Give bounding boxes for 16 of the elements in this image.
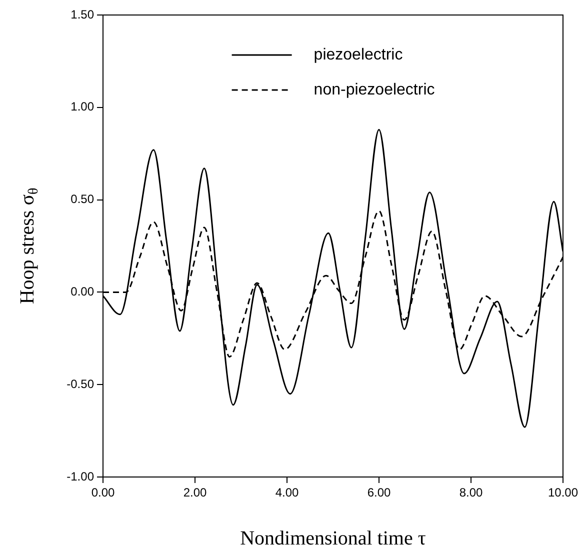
x-tick-label: 2.00: [183, 486, 207, 500]
y-tick-label: -0.50: [66, 376, 94, 391]
x-tick-label: 0.00: [91, 486, 115, 500]
x-tick-label: 10.00: [548, 486, 578, 500]
x-axis-title: Nondimensional time τ: [240, 527, 426, 550]
y-tick-label: 1.50: [70, 7, 94, 22]
legend-label: non-piezoelectric: [314, 81, 435, 98]
y-tick-label: 0.50: [70, 192, 94, 206]
y-tick-label: -1.00: [66, 469, 94, 484]
y-axis-title: Hoop stress σθ: [16, 188, 42, 304]
x-tick-label: 6.00: [367, 486, 391, 500]
y-tick-label: 0.00: [70, 284, 94, 299]
y-tick-label: 1.00: [70, 100, 94, 114]
x-tick-label: 8.00: [459, 486, 483, 500]
legend-label: piezoelectric: [314, 46, 403, 64]
x-tick-label: 4.00: [275, 486, 299, 500]
